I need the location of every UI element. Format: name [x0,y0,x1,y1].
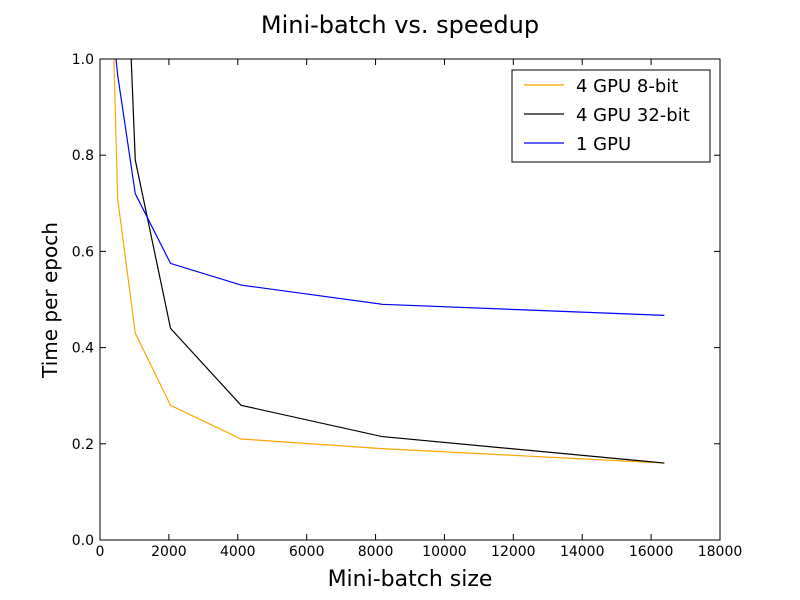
legend-label: 4 GPU 8-bit [576,76,678,97]
x-tick-label: 10000 [422,544,467,560]
series-line [115,59,665,316]
x-axis-label: Mini-batch size [328,567,493,592]
series-line [113,59,665,464]
x-tick-label: 2000 [151,544,187,560]
y-tick-label: 0.0 [72,533,94,549]
x-tick-label: 0 [96,544,105,560]
x-tick-label: 12000 [491,544,536,560]
x-tick-label: 6000 [289,544,325,560]
x-tick-label: 8000 [358,544,394,560]
x-tick-label: 18000 [698,544,743,560]
plot-frame [99,58,721,541]
y-tick-label: 0.6 [72,244,94,260]
y-tick-label: 0.8 [72,148,94,164]
plot-lines [113,59,665,464]
y-tick-label: 0.4 [72,341,94,357]
x-tick-label: 14000 [560,544,605,560]
y-tick-label: 1.0 [72,52,94,68]
series-line [130,59,665,464]
chart-title: Mini-batch vs. speedup [261,11,539,39]
legend-label: 1 GPU [576,134,631,155]
y-tick-label: 0.2 [72,437,94,453]
legend-label: 4 GPU 32-bit [576,105,690,126]
x-tick-label: 16000 [629,544,674,560]
x-tick-label: 4000 [220,544,256,560]
y-axis-label: Time per epoch [38,222,62,379]
